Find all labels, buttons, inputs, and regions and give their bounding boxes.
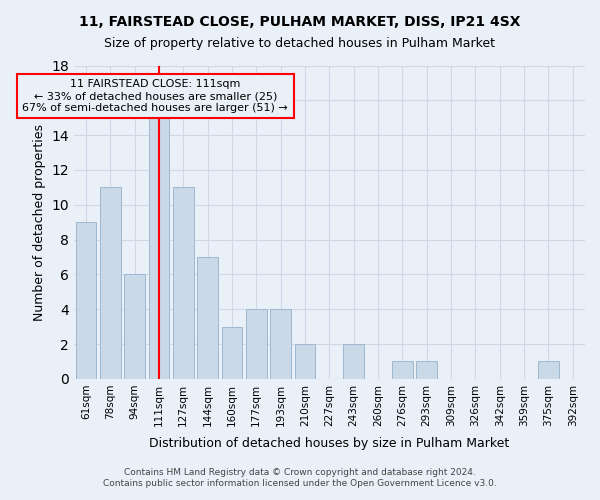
Bar xyxy=(416,362,437,379)
Text: Size of property relative to detached houses in Pulham Market: Size of property relative to detached ho… xyxy=(104,38,496,51)
Bar xyxy=(295,344,316,379)
Bar xyxy=(149,118,169,379)
Bar xyxy=(221,326,242,379)
Bar xyxy=(271,310,291,379)
Bar xyxy=(197,257,218,379)
Bar xyxy=(246,310,266,379)
Bar xyxy=(124,274,145,379)
Text: 11, FAIRSTEAD CLOSE, PULHAM MARKET, DISS, IP21 4SX: 11, FAIRSTEAD CLOSE, PULHAM MARKET, DISS… xyxy=(79,15,521,29)
Bar xyxy=(343,344,364,379)
Text: Contains HM Land Registry data © Crown copyright and database right 2024.
Contai: Contains HM Land Registry data © Crown c… xyxy=(103,468,497,487)
Y-axis label: Number of detached properties: Number of detached properties xyxy=(32,124,46,320)
Bar xyxy=(173,188,194,379)
Bar xyxy=(100,188,121,379)
Bar xyxy=(76,222,96,379)
Text: 11 FAIRSTEAD CLOSE: 111sqm
← 33% of detached houses are smaller (25)
67% of semi: 11 FAIRSTEAD CLOSE: 111sqm ← 33% of deta… xyxy=(22,80,288,112)
Bar xyxy=(392,362,413,379)
X-axis label: Distribution of detached houses by size in Pulham Market: Distribution of detached houses by size … xyxy=(149,437,509,450)
Bar xyxy=(538,362,559,379)
